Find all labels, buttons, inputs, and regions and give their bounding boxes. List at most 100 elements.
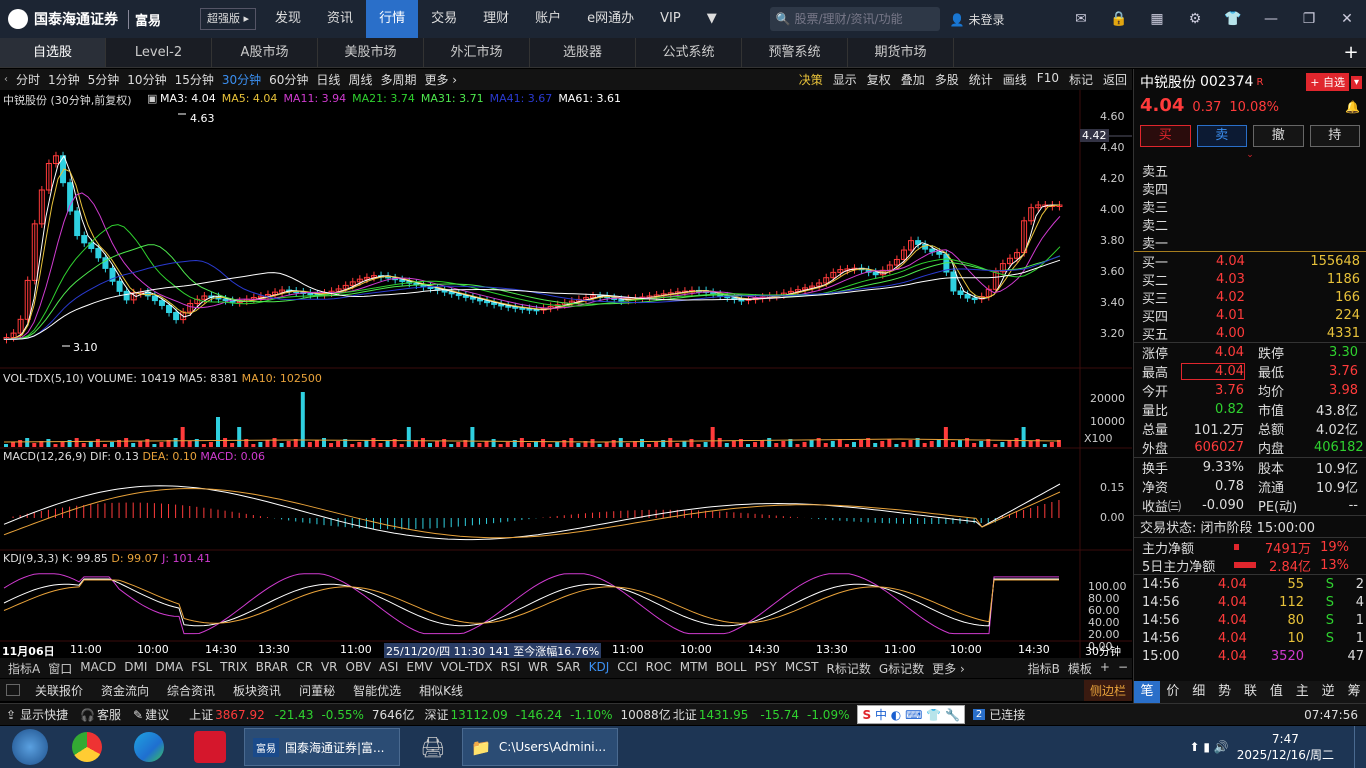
market-tab-0[interactable]: 自选股 <box>0 38 106 67</box>
nav-4[interactable]: 理财 <box>483 11 510 26</box>
chart-settings-icon[interactable]: ▣ <box>147 92 158 105</box>
link-6[interactable]: 相似K线 <box>419 683 463 698</box>
shirt-icon[interactable]: 👕 <box>1224 11 1242 27</box>
indicator-25[interactable]: G标记数 <box>878 661 925 676</box>
version-dropdown[interactable]: 超强版 ▸ <box>200 8 257 30</box>
mail-icon[interactable]: ✉ <box>1075 11 1087 27</box>
right-tab-0[interactable]: 笔 <box>1134 681 1160 703</box>
headset-icon[interactable]: 🎧 <box>80 707 96 722</box>
indicator-16[interactable]: SAR <box>556 659 581 674</box>
indicator-1[interactable]: 窗口 <box>48 661 73 676</box>
edit-icon[interactable]: ✎ <box>133 707 144 722</box>
indicator-21[interactable]: BOLL <box>715 659 747 674</box>
indicator-18[interactable]: CCI <box>617 659 638 674</box>
watchlist-dropdown-icon[interactable]: ▾ <box>1350 75 1362 89</box>
collapse-icon[interactable]: ‹ <box>4 74 8 85</box>
tool-8[interactable]: 标记 <box>1068 73 1093 87</box>
indicator-24[interactable]: R标记数 <box>826 661 871 676</box>
right-tab-4[interactable]: 联 <box>1244 684 1258 699</box>
taskbar-app-trading[interactable]: 富易 国泰海通证券|富... <box>244 728 400 766</box>
tool-7[interactable]: F10 <box>1036 71 1059 85</box>
indicator-6[interactable]: TRIX <box>220 659 248 674</box>
nav-1[interactable]: 资讯 <box>327 11 354 26</box>
market-tab-6[interactable]: 公式系统 <box>636 38 742 67</box>
taskbar-app-print[interactable]: 🖨 <box>420 735 446 759</box>
indicator-11[interactable]: ASI <box>379 659 399 674</box>
trade-button-2[interactable]: 撤 <box>1253 125 1304 147</box>
panel-toggle-icon[interactable] <box>6 684 20 696</box>
trade-button-0[interactable]: 买 <box>1140 125 1191 147</box>
indicator-23[interactable]: MCST <box>784 659 819 674</box>
indicator-12[interactable]: EMV <box>406 659 433 674</box>
gear-icon[interactable]: ⚙ <box>1188 11 1202 27</box>
nav-2[interactable]: 行情 <box>366 0 419 38</box>
chrome-icon[interactable] <box>72 732 102 762</box>
expand-icon[interactable]: ⌄ <box>1246 150 1254 160</box>
indicator-10[interactable]: OBV <box>345 659 372 674</box>
sidebar-button[interactable]: 侧边栏 <box>1083 679 1132 701</box>
minimize-icon[interactable]: — <box>1264 11 1278 27</box>
indicator-9[interactable]: VR <box>320 659 338 674</box>
service-button[interactable]: 客服 <box>97 708 122 722</box>
shortcut-button[interactable]: 显示快捷 <box>20 708 69 722</box>
indicator-right-3[interactable]: − <box>1117 659 1128 674</box>
period-7[interactable]: 日线 <box>316 73 341 87</box>
period-2[interactable]: 5分钟 <box>87 73 120 87</box>
indicator-20[interactable]: MTM <box>679 659 708 674</box>
market-tab-4[interactable]: 外汇市场 <box>424 38 530 67</box>
tool-9[interactable]: 返回 <box>1102 73 1127 87</box>
period-8[interactable]: 周线 <box>348 73 373 87</box>
nav-7[interactable]: VIP <box>660 11 681 26</box>
indicator-13[interactable]: VOL-TDX <box>440 659 493 674</box>
indicator-5[interactable]: FSL <box>191 659 213 674</box>
market-tab-2[interactable]: A股市场 <box>212 38 318 67</box>
tool-1[interactable]: 显示 <box>832 73 857 87</box>
indicator-right-2[interactable]: + <box>1099 659 1110 674</box>
indicator-19[interactable]: ROC <box>645 659 672 674</box>
right-tab-5[interactable]: 值 <box>1269 684 1283 699</box>
period-5[interactable]: 30分钟 <box>221 73 262 87</box>
market-tab-3[interactable]: 美股市场 <box>318 38 424 67</box>
lock-icon[interactable]: 🔒 <box>1110 11 1128 27</box>
tool-3[interactable]: 叠加 <box>900 73 925 87</box>
indicator-26[interactable]: 更多 › <box>932 661 965 676</box>
nav-6[interactable]: e网通办 <box>587 11 635 26</box>
nav-5[interactable]: 账户 <box>535 11 562 26</box>
period-6[interactable]: 60分钟 <box>269 73 309 87</box>
indicator-right-0[interactable]: 指标B <box>1027 661 1060 676</box>
trade-button-1[interactable]: 卖 <box>1196 125 1247 147</box>
indicator-15[interactable]: WR <box>528 659 549 674</box>
tray-icons[interactable]: ⬆ ▮ 🔊 <box>1189 740 1229 754</box>
restore-icon[interactable]: ❐ <box>1302 11 1316 27</box>
indicator-17[interactable]: KDJ <box>588 659 610 674</box>
indicator-2[interactable]: MACD <box>80 659 117 674</box>
period-9[interactable]: 多周期 <box>380 73 417 87</box>
tool-5[interactable]: 统计 <box>968 73 993 87</box>
market-tab-5[interactable]: 选股器 <box>530 38 636 67</box>
right-tab-7[interactable]: 逆 <box>1321 684 1335 699</box>
tool-0[interactable]: 决策 <box>798 73 823 87</box>
right-tab-3[interactable]: 势 <box>1218 684 1232 699</box>
indicator-right-1[interactable]: 模板 <box>1067 661 1092 676</box>
tool-6[interactable]: 画线 <box>1002 73 1027 87</box>
link-0[interactable]: 关联报价 <box>35 683 84 698</box>
right-tab-8[interactable]: 筹 <box>1347 684 1361 699</box>
kline-chart[interactable]: 中锐股份 (30分钟,前复权) ▣ MA3: 4.04 MA5: 4.04 MA11… <box>0 90 1132 659</box>
right-tab-2[interactable]: 细 <box>1192 684 1206 699</box>
market-tab-1[interactable]: Level-2 <box>106 38 212 67</box>
link-1[interactable]: 资金流向 <box>101 683 150 698</box>
chart-canvas[interactable] <box>0 90 1132 658</box>
clock[interactable]: 7:47 2025/12/16/周二 <box>1236 731 1334 762</box>
show-desktop-button[interactable] <box>1354 726 1366 768</box>
tool-4[interactable]: 多股 <box>934 73 959 87</box>
market-tab-8[interactable]: 期货市场 <box>848 38 954 67</box>
period-3[interactable]: 10分钟 <box>127 73 167 87</box>
nav-3[interactable]: 交易 <box>431 11 458 26</box>
broker-icon[interactable] <box>194 731 226 763</box>
feedback-button[interactable]: 建议 <box>145 708 170 722</box>
indicator-7[interactable]: BRAR <box>255 659 289 674</box>
period-4[interactable]: 15分钟 <box>174 73 214 87</box>
grid-icon[interactable]: ▦ <box>1150 11 1164 27</box>
nav-more-chevron[interactable]: ▼ <box>706 11 717 26</box>
bell-icon[interactable]: 🔔 <box>1345 100 1360 114</box>
